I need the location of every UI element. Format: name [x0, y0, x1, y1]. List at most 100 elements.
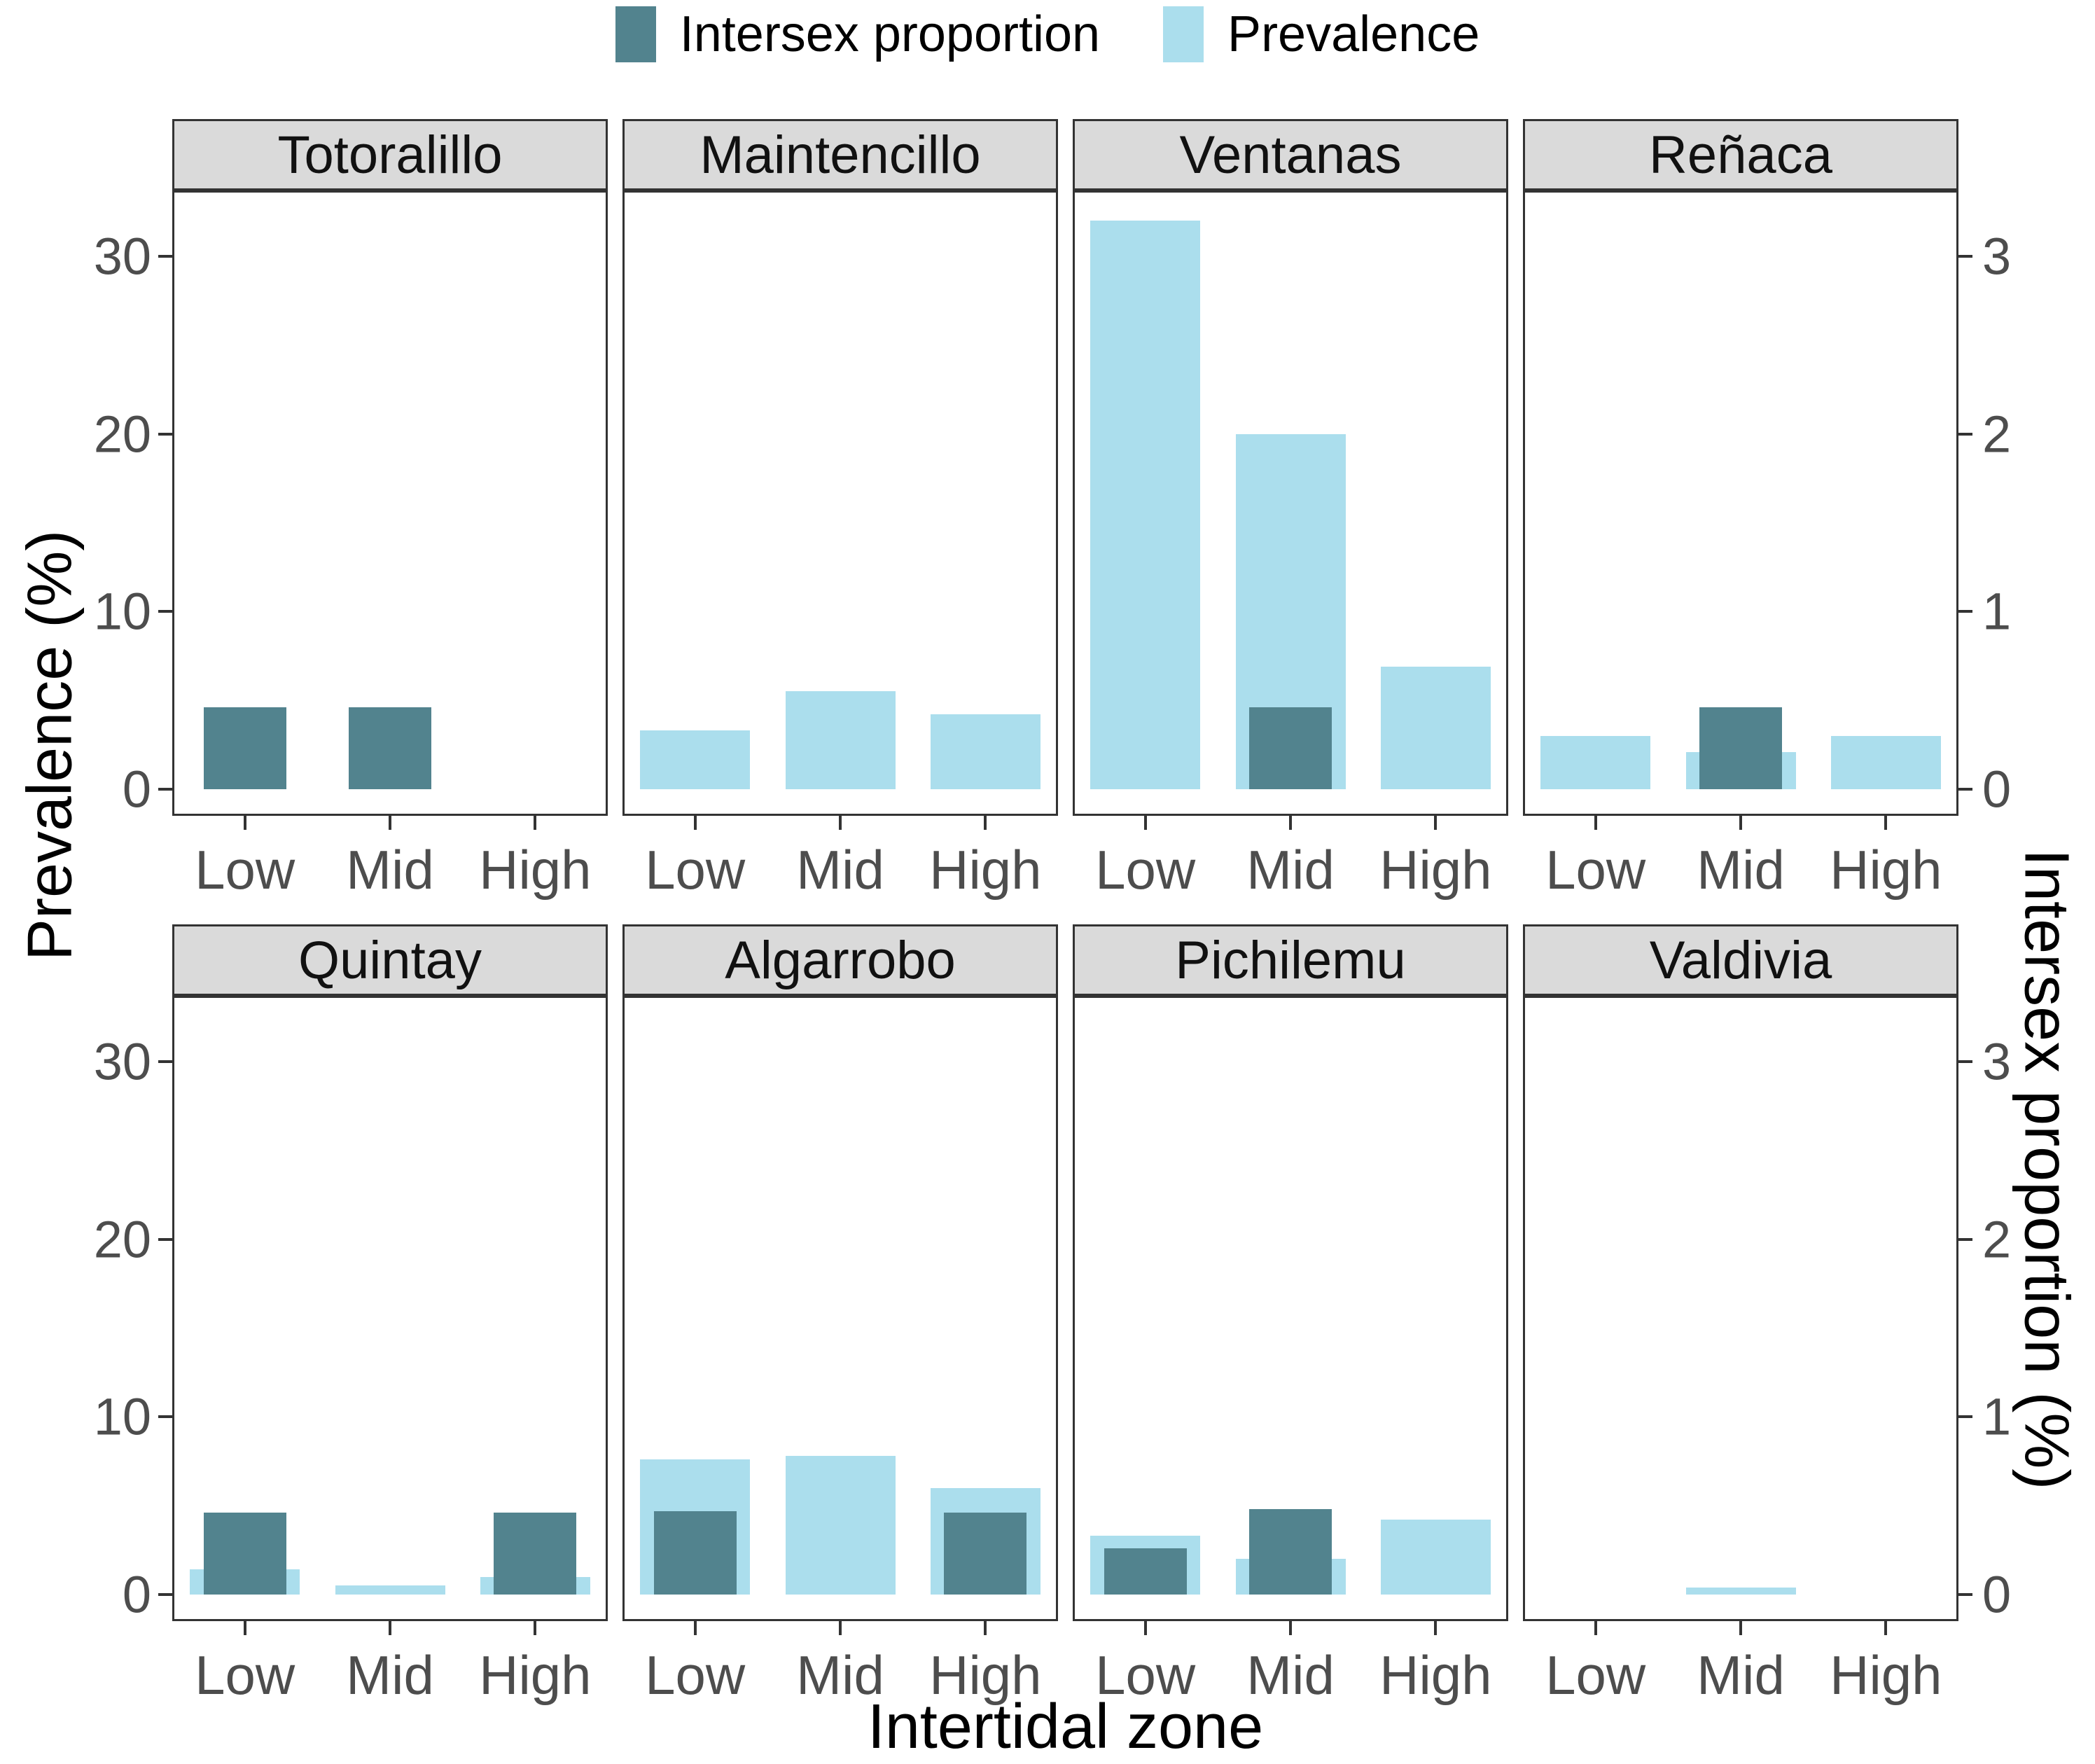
x-tick-label: High: [1379, 1644, 1492, 1706]
x-tick-label: High: [1379, 839, 1492, 901]
x-tick-mark: [1884, 1621, 1888, 1635]
prevalence-bar: [1380, 666, 1491, 789]
left-y-tick-label: 10: [93, 582, 151, 641]
right-y-tick-mark: [1958, 432, 1972, 436]
prevalence-bar: [1380, 1520, 1491, 1595]
x-tick-mark: [1289, 1621, 1292, 1635]
x-tick-mark: [389, 816, 391, 830]
x-tick-label: High: [1830, 1644, 1942, 1706]
x-tick-label: Mid: [346, 1644, 434, 1706]
prevalence-bar: [335, 1585, 445, 1595]
facet-strip-7: Pichilemu: [1073, 924, 1508, 996]
x-tick-mark: [1739, 1621, 1742, 1635]
left-y-tick-label: 10: [93, 1387, 151, 1446]
x-tick-mark: [839, 1621, 842, 1635]
legend-item-prevalence: Prevalence: [1163, 6, 1480, 63]
right-y-tick-label: 0: [1982, 760, 2012, 819]
x-tick-mark: [1143, 1621, 1147, 1635]
prevalence-legend-label: Prevalence: [1227, 6, 1480, 62]
prevalence-bar: [1830, 735, 1941, 789]
right-y-tick-label: 1: [1982, 582, 2012, 641]
intersex-bar: [944, 1513, 1027, 1595]
x-tick-mark: [693, 816, 697, 830]
x-axis-title: Intertidal zone: [867, 1692, 1264, 1762]
prevalence-bar: [930, 714, 1040, 789]
facet-strip-2: Maintencillo: [622, 119, 1058, 190]
x-tick-label: Low: [645, 1644, 746, 1706]
left-y-tick-label: 0: [122, 760, 151, 819]
prevalence-bar: [785, 691, 896, 789]
left-y-tick-mark: [158, 787, 172, 791]
right-y-tick-mark: [1958, 254, 1972, 258]
intersex-bar: [203, 1513, 286, 1595]
x-tick-mark: [984, 1621, 987, 1635]
legend: Intersex proportion Prevalence: [0, 6, 2095, 63]
x-tick-mark: [1143, 816, 1147, 830]
prevalence-legend-swatch: [1163, 6, 1204, 62]
facet-strip-6: Algarrobo: [622, 924, 1058, 996]
right-y-tick-mark: [1958, 1237, 1972, 1241]
right-y-tick-label: 2: [1982, 1210, 2012, 1269]
left-y-tick-label: 30: [93, 227, 151, 286]
x-tick-label: High: [479, 1644, 592, 1706]
x-tick-label: Low: [195, 839, 295, 901]
left-y-tick-label: 20: [93, 405, 151, 464]
left-y-tick-mark: [158, 610, 172, 613]
right-axis-title: Intersex proportion (%): [2011, 849, 2082, 1490]
intersex-bar: [1249, 1509, 1332, 1595]
left-y-tick-mark: [158, 1415, 172, 1419]
prevalence-bar: [640, 730, 751, 789]
x-tick-mark: [693, 1621, 697, 1635]
intersex-bar: [1249, 707, 1332, 789]
x-tick-label: Low: [645, 839, 746, 901]
x-tick-label: High: [479, 839, 592, 901]
intersex-bar: [349, 707, 431, 789]
x-tick-mark: [1739, 816, 1742, 830]
left-y-tick-label: 20: [93, 1210, 151, 1269]
x-tick-mark: [1594, 816, 1597, 830]
x-tick-label: Low: [1545, 1644, 1646, 1706]
intersex-bar: [1104, 1548, 1187, 1595]
left-y-tick-mark: [158, 1060, 172, 1063]
x-tick-label: Low: [1545, 839, 1646, 901]
right-y-tick-mark: [1958, 787, 1972, 791]
x-tick-label: Mid: [1697, 1644, 1785, 1706]
facet-panel-8: [1523, 996, 1958, 1621]
prevalence-bar: [1685, 1587, 1796, 1595]
x-tick-mark: [243, 816, 246, 830]
right-y-tick-label: 3: [1982, 227, 2012, 286]
right-y-tick-label: 2: [1982, 405, 2012, 464]
x-tick-mark: [1434, 816, 1438, 830]
x-tick-mark: [839, 816, 842, 830]
x-tick-label: Mid: [796, 1644, 884, 1706]
facet-strip-8: Valdivia: [1523, 924, 1958, 996]
intersex-legend-swatch: [615, 6, 656, 62]
intersex-legend-label: Intersex proportion: [679, 6, 1101, 62]
x-tick-mark: [243, 1621, 246, 1635]
left-y-tick-label: 30: [93, 1032, 151, 1091]
x-tick-mark: [534, 816, 537, 830]
left-y-tick-mark: [158, 1237, 172, 1241]
intersex-bar: [494, 1513, 577, 1595]
right-y-tick-mark: [1958, 1415, 1972, 1419]
intersex-bar: [203, 707, 286, 789]
intersex-bar: [653, 1510, 737, 1595]
facet-strip-4: Reñaca: [1523, 119, 1958, 190]
facet-strip-3: Ventanas: [1073, 119, 1508, 190]
right-y-tick-label: 3: [1982, 1032, 2012, 1091]
left-y-tick-label: 0: [122, 1565, 151, 1624]
x-tick-label: Mid: [346, 839, 434, 901]
left-y-tick-mark: [158, 254, 172, 258]
x-tick-mark: [389, 1621, 391, 1635]
legend-item-intersex: Intersex proportion: [615, 6, 1100, 63]
x-tick-label: Mid: [1246, 1644, 1335, 1706]
prevalence-bar: [1090, 221, 1201, 789]
x-tick-label: High: [1830, 839, 1942, 901]
x-tick-label: Low: [195, 1644, 295, 1706]
x-tick-mark: [1884, 816, 1888, 830]
x-tick-label: Mid: [1697, 839, 1785, 901]
right-y-tick-mark: [1958, 1060, 1972, 1063]
prevalence-bar: [1540, 735, 1651, 789]
x-tick-label: Low: [1095, 839, 1196, 901]
left-y-tick-mark: [158, 432, 172, 436]
